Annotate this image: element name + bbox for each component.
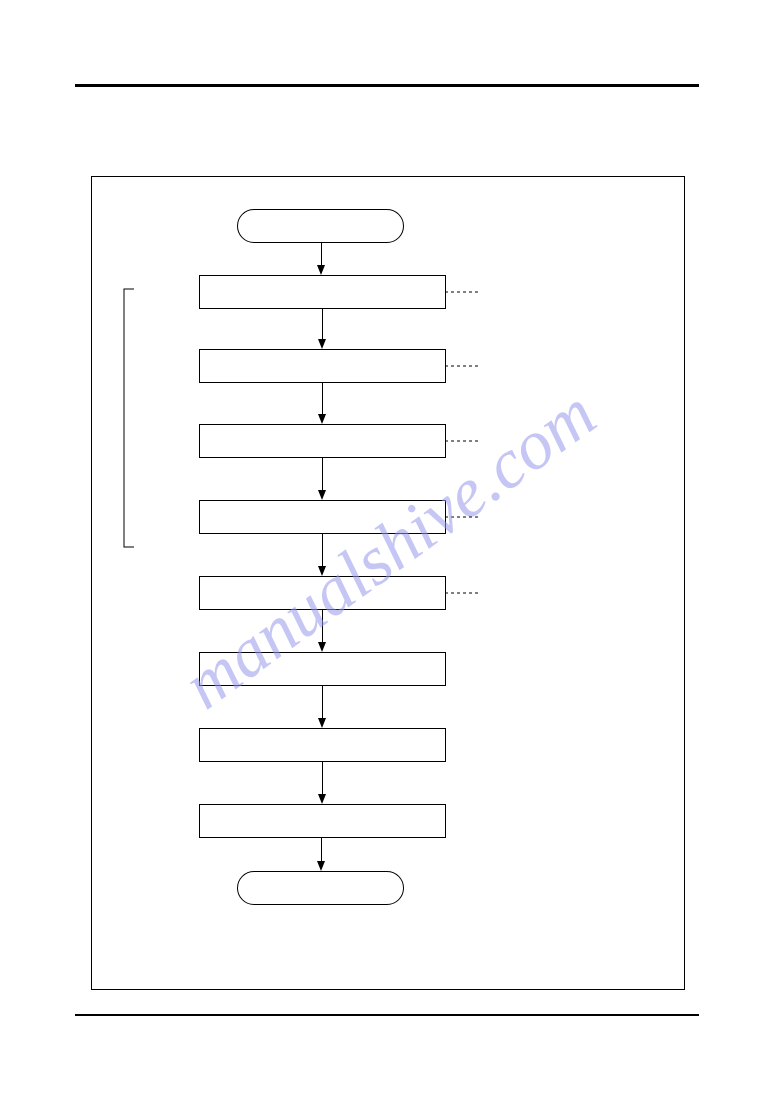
flowchart-svg: [0, 0, 774, 1094]
